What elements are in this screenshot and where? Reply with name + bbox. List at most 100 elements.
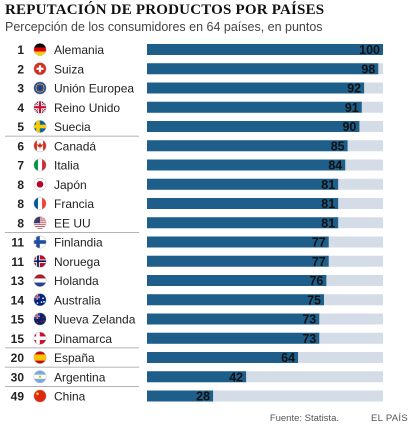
rank-label: 7 (17, 159, 24, 173)
country-label: España (54, 351, 95, 365)
rank-label: 49 (11, 390, 25, 404)
rank-label: 6 (17, 139, 24, 153)
bar (147, 178, 339, 190)
bar-row: 14 Australia 75 (11, 293, 383, 307)
value-label: 85 (331, 139, 345, 153)
value-label: 28 (196, 390, 210, 404)
bar-row: 49 China 28 (11, 390, 383, 404)
bar (147, 371, 247, 383)
no-flag-icon (33, 255, 47, 268)
country-label: Suecia (54, 120, 91, 134)
rank-label: 15 (11, 313, 25, 327)
country-label: Australia (54, 293, 101, 307)
bar-row: 8 Japón 81 (17, 178, 383, 192)
bar-row: 15 Nueva Zelanda 73 (11, 313, 383, 327)
rank-label: 11 (11, 255, 24, 269)
value-label: 100 (359, 43, 380, 57)
bar (147, 217, 339, 229)
country-label: Noruega (54, 255, 100, 269)
rank-label: 3 (17, 82, 24, 96)
gb-flag-icon (33, 101, 47, 114)
value-label: 77 (312, 255, 326, 269)
bar (147, 63, 379, 75)
eu-flag-icon (33, 81, 47, 95)
value-label: 81 (321, 178, 335, 192)
country-label: Unión Europea (54, 82, 134, 96)
fi-flag-icon (33, 235, 47, 249)
jp-flag-icon (33, 178, 47, 191)
bar (147, 352, 299, 363)
bar-track (147, 390, 383, 402)
bar-row: 2 Suiza 98 (17, 62, 383, 76)
country-label: Japón (54, 178, 87, 192)
rank-label: 13 (11, 274, 25, 288)
nz-flag-icon (33, 312, 47, 326)
country-label: Argentina (54, 370, 106, 384)
rank-label: 2 (17, 62, 24, 76)
value-label: 77 (312, 236, 326, 250)
bar-row: 15 Dinamarca 73 (11, 332, 383, 346)
bar-row: 11 Finlandia 77 (11, 236, 383, 250)
publisher-credit: EL PAÍS (371, 413, 408, 424)
bar (147, 121, 360, 132)
it-flag-icon (33, 158, 47, 172)
bar-track (147, 371, 383, 383)
country-label: Francia (54, 197, 94, 211)
au-flag-icon (33, 293, 47, 306)
value-label: 92 (347, 82, 361, 96)
bar-row: 30 Argentina 42 (11, 370, 383, 384)
bar (147, 44, 383, 55)
ca-flag-icon (33, 139, 47, 152)
bar (147, 236, 329, 248)
us-flag-icon (33, 216, 47, 229)
value-label: 42 (229, 370, 243, 384)
value-label: 98 (361, 62, 375, 76)
rank-label: 8 (17, 197, 24, 211)
value-label: 76 (309, 274, 323, 288)
value-label: 81 (321, 197, 335, 211)
dk-flag-icon (33, 332, 47, 345)
bar (147, 255, 329, 267)
bar (147, 275, 327, 286)
bar (147, 140, 348, 152)
country-label: Dinamarca (54, 332, 112, 346)
ar-flag-icon (33, 370, 47, 383)
bar-row: 5 Suecia 90 (17, 120, 383, 134)
value-label: 84 (328, 159, 342, 173)
bar-row: 11 Noruega 77 (11, 255, 383, 269)
bar-row: 4 Reino Unido 91 (17, 101, 383, 115)
bar-row: 8 Francia 81 (17, 197, 383, 211)
country-label: Suiza (54, 62, 84, 76)
country-label: Finlandia (54, 236, 103, 250)
bar (147, 101, 362, 113)
source-note: Fuente: Statista. (269, 413, 339, 424)
bar-row: 1 Alemania 100 (17, 43, 383, 57)
country-label: Alemania (54, 43, 104, 57)
bar-row: 8 EE UU 81 (17, 216, 383, 230)
bar (147, 82, 365, 94)
value-label: 75 (307, 293, 321, 307)
bar-row: 13 Holanda 76 (11, 274, 383, 288)
rank-label: 15 (11, 332, 25, 346)
rank-label: 1 (17, 43, 24, 57)
country-label: Reino Unido (54, 101, 120, 115)
value-label: 73 (302, 332, 316, 346)
country-label: Nueva Zelanda (54, 313, 136, 327)
value-label: 73 (302, 313, 316, 327)
value-label: 91 (345, 101, 359, 115)
fr-flag-icon (33, 197, 47, 210)
value-label: 64 (281, 351, 295, 365)
rank-label: 30 (11, 370, 25, 384)
country-label: Holanda (54, 274, 99, 288)
rank-label: 14 (11, 293, 25, 307)
rank-label: 4 (17, 101, 24, 115)
chart-subtitle: Percepción de los consumidores en 64 paí… (5, 20, 323, 34)
se-flag-icon (33, 120, 47, 133)
ch-flag-icon (33, 62, 47, 75)
bar (147, 390, 214, 402)
bar-row: 20 España 64 (11, 351, 383, 365)
rank-label: 8 (17, 216, 24, 230)
country-label: Italia (54, 159, 80, 173)
bar (147, 332, 320, 344)
